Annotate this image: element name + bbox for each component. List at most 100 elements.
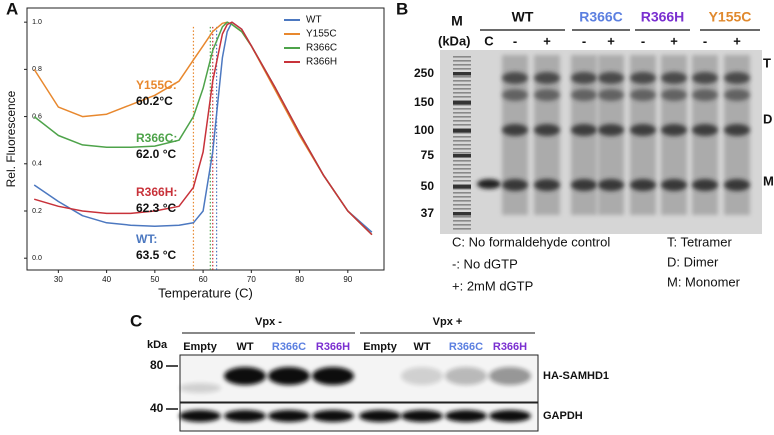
ladder-band xyxy=(453,184,471,186)
legend-label: Y155C xyxy=(306,29,337,40)
blot-band xyxy=(489,367,531,385)
ladder-band xyxy=(453,104,471,106)
ladder-band xyxy=(453,60,471,62)
x-tick-label: 70 xyxy=(247,275,256,284)
ladder-band xyxy=(453,164,471,166)
band-label: T xyxy=(763,55,771,70)
series-line xyxy=(33,21,373,236)
ladder-band xyxy=(453,160,471,162)
group-label: R366H xyxy=(641,9,685,25)
gel-band xyxy=(571,124,597,136)
ladder-band xyxy=(453,92,471,94)
annotation-temp: 63.5 °C xyxy=(136,248,176,262)
blot-label: HA-SAMHD1 xyxy=(543,370,609,382)
band-label: D xyxy=(763,111,772,126)
x-tick-label: 50 xyxy=(150,275,159,284)
blot-band xyxy=(312,367,354,385)
blot-label: GAPDH xyxy=(543,410,583,422)
legend-text: -: No dGTP xyxy=(452,256,518,271)
lane-label: - xyxy=(703,33,707,48)
lane-label: C xyxy=(484,33,494,48)
marker-label: 50 xyxy=(421,179,435,193)
lane-label: - xyxy=(513,33,517,48)
ladder-band xyxy=(453,72,471,76)
legend-label: R366C xyxy=(306,43,337,54)
ladder-band xyxy=(453,140,471,142)
ladder-band xyxy=(453,200,471,202)
lane-label: + xyxy=(607,33,615,48)
ladder-band xyxy=(453,180,471,182)
ladder-band xyxy=(453,68,471,70)
ladder-band xyxy=(453,172,471,174)
ladder-band xyxy=(453,80,471,82)
marker-label: 37 xyxy=(421,206,435,220)
panel-letter: A xyxy=(6,0,18,18)
blot-band xyxy=(401,367,443,385)
group-label: Vpx + xyxy=(433,316,463,328)
marker-label: 80 xyxy=(150,358,164,372)
x-tick-label: 40 xyxy=(102,275,111,284)
panel-letter: B xyxy=(396,0,408,18)
ladder-band xyxy=(453,168,471,170)
ladder-band xyxy=(453,220,471,222)
ladder-band xyxy=(453,144,471,146)
marker-label: 100 xyxy=(414,123,434,137)
ladder-band xyxy=(453,208,471,210)
ladder-band xyxy=(453,56,471,58)
blot-band xyxy=(224,367,266,385)
lane-label: + xyxy=(543,33,551,48)
blot-band xyxy=(401,410,443,422)
ladder-band xyxy=(453,224,471,226)
ladder-band xyxy=(453,84,471,86)
gel-band xyxy=(661,124,687,136)
gel-band xyxy=(502,72,528,84)
ladder-band xyxy=(453,192,471,194)
ladder-band xyxy=(453,185,471,189)
lane-label: R366C xyxy=(272,341,306,353)
gel-band xyxy=(534,89,560,101)
lane-label: WT xyxy=(413,341,430,353)
ladder-band xyxy=(453,88,471,90)
x-axis-label: Temperature (C) xyxy=(158,285,253,300)
annotation-temp: 60.2°C xyxy=(136,94,173,108)
legend-text: C: No formaldehyde control xyxy=(452,234,610,249)
lane-label: - xyxy=(582,33,586,48)
ladder-band xyxy=(453,136,471,138)
blot-band xyxy=(268,367,310,385)
ladder-band xyxy=(453,188,471,190)
blot-band xyxy=(489,410,531,422)
gel-band xyxy=(502,179,528,191)
gel-band xyxy=(630,72,656,84)
gel-band xyxy=(571,72,597,84)
ladder-band xyxy=(453,216,471,218)
blot-band xyxy=(445,367,487,385)
ladder-band xyxy=(453,128,471,130)
series-line xyxy=(33,21,373,236)
annotation-name: WT: xyxy=(136,232,157,246)
marker-label: 75 xyxy=(421,148,435,162)
ladder-band xyxy=(453,228,471,230)
ladder-band xyxy=(453,129,471,133)
gel-band xyxy=(692,72,718,84)
lane-label: WT xyxy=(236,341,253,353)
ladder-band xyxy=(453,120,471,122)
marker-label: 150 xyxy=(414,95,434,109)
ladder-band xyxy=(453,116,471,118)
gel-band xyxy=(598,179,624,191)
x-tick-label: 80 xyxy=(295,275,304,284)
lane-label: + xyxy=(670,33,678,48)
legend-text: M: Monomer xyxy=(667,274,741,289)
y-axis-label: Rel. Fluorescence xyxy=(4,90,18,187)
annotation-temp: 62.0 °C xyxy=(136,147,176,161)
ladder-band xyxy=(453,212,471,216)
gel-band xyxy=(724,124,750,136)
gel-band xyxy=(598,124,624,136)
series-line xyxy=(33,21,373,236)
y-tick-label: 0.0 xyxy=(32,255,42,262)
gel-band xyxy=(661,179,687,191)
gel-band xyxy=(724,72,750,84)
ladder-band xyxy=(453,64,471,66)
gel-band xyxy=(598,72,624,84)
gel-band xyxy=(661,72,687,84)
